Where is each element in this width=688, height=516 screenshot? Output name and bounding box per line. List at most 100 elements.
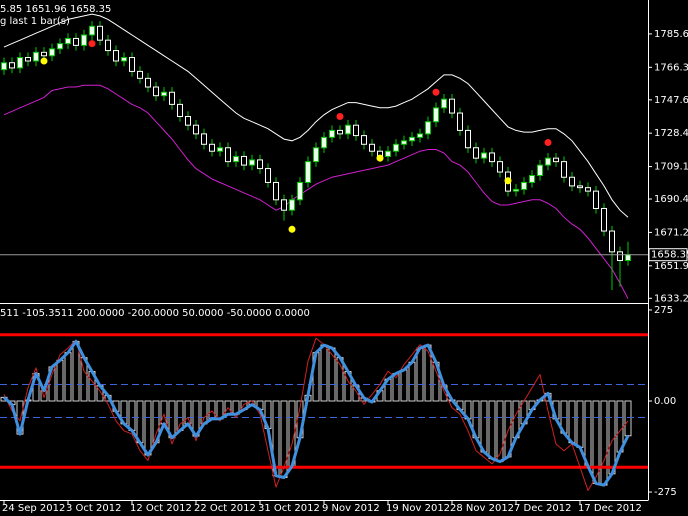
histogram-bar: [208, 400, 216, 420]
y-tick-label: 1766.35: [654, 62, 688, 73]
candle-body: [33, 51, 39, 62]
candle-body: [145, 77, 151, 88]
candle-body: [321, 136, 327, 149]
histogram-bar: [584, 400, 592, 467]
oscillator-line: [3, 337, 629, 491]
signal-dot: [288, 225, 296, 233]
indicator-header: g last 1 bar(s): [0, 16, 70, 27]
candle-body: [185, 116, 191, 126]
histogram-bar: [408, 361, 416, 402]
candle-body: [233, 155, 239, 163]
histogram-bar: [184, 400, 192, 425]
candle-body: [585, 187, 591, 192]
candle-body: [81, 34, 87, 46]
candle-body: [297, 181, 303, 201]
x-tick-label: 31 Oct 2012: [258, 503, 320, 514]
histogram-bar: [64, 352, 72, 402]
histogram-bar: [600, 400, 608, 486]
candle-body: [281, 199, 287, 211]
x-tick-label: 7 Dec 2012: [514, 503, 572, 514]
histogram-bar: [136, 400, 144, 444]
histogram-bar: [416, 347, 424, 402]
histogram-bar: [424, 344, 432, 402]
x-tick-label: 19 Nov 2012: [386, 503, 450, 514]
candle-body: [481, 152, 487, 159]
y-tick-label: 1671.20: [654, 227, 688, 238]
candle-body: [177, 103, 183, 118]
y-tick-label: 1633.25: [654, 293, 688, 304]
candle-body: [65, 37, 71, 45]
histogram-bar: [320, 344, 328, 402]
candle-body: [201, 133, 207, 145]
candle-body: [473, 147, 479, 159]
candle-body: [257, 159, 263, 170]
candle-body: [9, 62, 15, 69]
last-price-box: [648, 248, 688, 262]
candle-body: [593, 190, 599, 209]
candle-body: [553, 157, 559, 163]
indicator-line: [3, 13, 629, 218]
candle-body: [497, 161, 503, 173]
signal-dot: [336, 113, 344, 121]
histogram-bar: [488, 400, 496, 460]
candle-body: [513, 188, 519, 192]
candle-body: [305, 161, 311, 183]
candle-body: [209, 143, 215, 152]
candle-body: [121, 57, 127, 62]
candle-body: [161, 91, 167, 97]
y-tick-label: 1785.60: [654, 29, 688, 40]
signal-dot: [544, 139, 552, 147]
last-price-label: 1658.35: [651, 250, 688, 261]
y-tick-label: 1690.45: [654, 194, 688, 205]
candle-body: [625, 254, 631, 262]
x-tick-label: 28 Nov 2012: [450, 503, 514, 514]
signal-dot: [40, 57, 48, 65]
candle-body: [153, 86, 159, 97]
candle-body: [393, 143, 399, 152]
candle-body: [17, 57, 23, 69]
candle-body: [345, 124, 351, 135]
candle-body: [537, 164, 543, 177]
x-tick-label: 3 Oct 2012: [66, 503, 121, 514]
y-tick-label: 1728.40: [654, 128, 688, 139]
candle-body: [529, 175, 535, 183]
indicator-line: [3, 84, 629, 299]
histogram-bar: [128, 400, 136, 431]
candle-body: [1, 62, 7, 71]
histogram-bar: [592, 400, 600, 484]
candle-body: [361, 135, 367, 145]
candle-body: [217, 147, 223, 152]
histogram-bar: [176, 400, 184, 431]
x-tick-label: 9 Nov 2012: [322, 503, 380, 514]
candle-body: [545, 157, 551, 166]
chart-header: 5.85 1651.96 1658.35: [0, 4, 111, 15]
y-tick-label: 1747.60: [654, 95, 688, 106]
candle-body: [89, 25, 95, 36]
histogram-bar: [56, 359, 64, 402]
candle-body: [289, 199, 295, 211]
candle-body: [417, 133, 423, 138]
histogram-bar: [200, 400, 208, 425]
candle-body: [129, 57, 135, 72]
candle-body: [369, 143, 375, 152]
histogram-bar: [144, 400, 152, 456]
signal-dot: [504, 177, 512, 185]
oscillator-line: [2, 339, 630, 487]
candle-body: [249, 159, 255, 166]
histogram-bar: [616, 400, 624, 453]
candle-body: [337, 129, 343, 135]
candle-body: [193, 124, 199, 135]
candle-body: [25, 57, 31, 62]
y-tick-label: 0.00: [654, 396, 676, 407]
x-tick-label: 12 Oct 2012: [130, 503, 192, 514]
y-tick-label: 1651.95: [654, 261, 688, 272]
candle-body: [401, 140, 407, 145]
candle-body: [273, 181, 279, 201]
candle-body: [385, 150, 391, 157]
x-tick-label: 17 Dec 2012: [578, 503, 642, 514]
candle-body: [409, 136, 415, 142]
histogram-bar: [480, 400, 488, 453]
candle-body: [97, 25, 103, 41]
candle-body: [449, 98, 455, 114]
